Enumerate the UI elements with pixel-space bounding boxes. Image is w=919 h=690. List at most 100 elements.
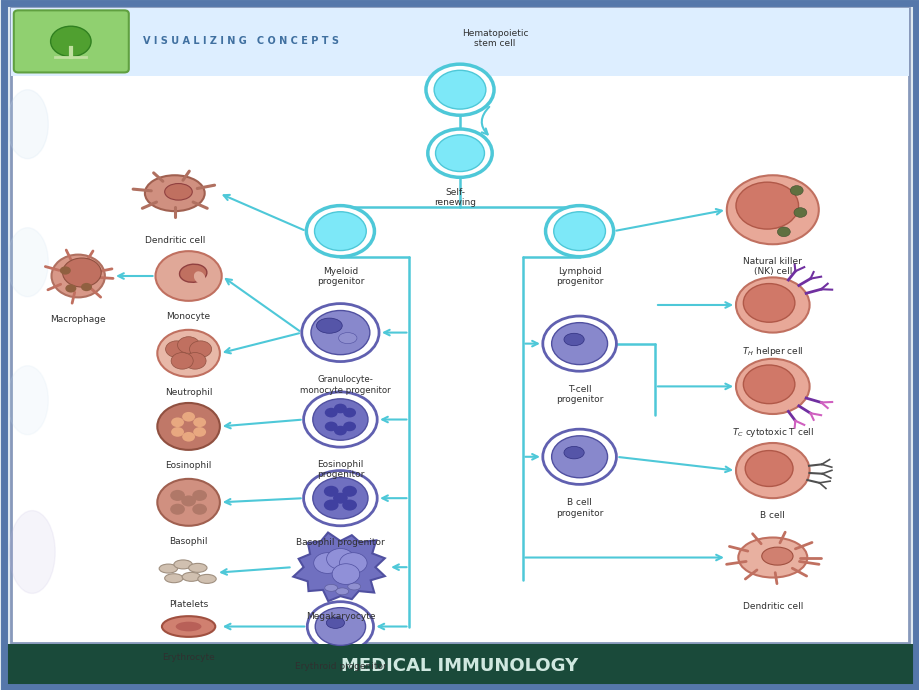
Text: Macrophage: Macrophage — [51, 315, 106, 324]
Circle shape — [81, 283, 92, 291]
Circle shape — [334, 404, 346, 413]
Circle shape — [193, 427, 206, 437]
Text: T-cell
progenitor: T-cell progenitor — [555, 385, 603, 404]
Circle shape — [743, 365, 794, 404]
Text: Natural killer
(NK) cell: Natural killer (NK) cell — [743, 257, 801, 276]
Circle shape — [326, 549, 354, 569]
Ellipse shape — [324, 584, 337, 591]
FancyBboxPatch shape — [14, 10, 129, 72]
Circle shape — [193, 417, 206, 427]
Circle shape — [542, 316, 616, 371]
Circle shape — [181, 495, 196, 506]
Ellipse shape — [563, 333, 584, 346]
Circle shape — [303, 471, 377, 526]
Text: B cell
progenitor: B cell progenitor — [555, 498, 603, 518]
Ellipse shape — [316, 318, 342, 333]
Circle shape — [189, 341, 211, 357]
Text: Granulocyte-
monocyte progenitor: Granulocyte- monocyte progenitor — [300, 375, 390, 395]
Circle shape — [157, 403, 220, 450]
Ellipse shape — [198, 574, 216, 584]
FancyBboxPatch shape — [11, 8, 908, 76]
Ellipse shape — [162, 616, 215, 637]
Ellipse shape — [7, 90, 48, 159]
Ellipse shape — [326, 618, 345, 629]
Text: Megakaryocyte: Megakaryocyte — [305, 612, 375, 621]
Text: Myeloid
progenitor: Myeloid progenitor — [316, 267, 364, 286]
Circle shape — [60, 266, 71, 275]
Circle shape — [177, 337, 199, 353]
Circle shape — [435, 135, 484, 172]
Circle shape — [332, 564, 359, 584]
Circle shape — [343, 408, 356, 417]
Circle shape — [314, 212, 366, 250]
Text: Hematopoietic
stem cell: Hematopoietic stem cell — [461, 29, 528, 48]
Circle shape — [777, 227, 789, 237]
Circle shape — [735, 443, 809, 498]
Circle shape — [323, 500, 338, 511]
Circle shape — [155, 251, 221, 301]
Ellipse shape — [737, 538, 807, 578]
Ellipse shape — [145, 175, 205, 211]
Ellipse shape — [7, 228, 48, 297]
Circle shape — [171, 427, 184, 437]
Circle shape — [157, 330, 220, 377]
Polygon shape — [293, 533, 384, 601]
Circle shape — [744, 451, 792, 486]
Circle shape — [789, 186, 802, 195]
Circle shape — [306, 206, 374, 257]
Circle shape — [324, 408, 337, 417]
Circle shape — [311, 310, 369, 355]
Text: Basophil progenitor: Basophil progenitor — [296, 538, 384, 547]
Circle shape — [303, 392, 377, 447]
Text: Erythrocyte: Erythrocyte — [162, 653, 215, 662]
Circle shape — [301, 304, 379, 362]
Circle shape — [312, 399, 368, 440]
Text: Eosinophil
progenitor: Eosinophil progenitor — [316, 460, 364, 479]
Circle shape — [553, 212, 605, 250]
Circle shape — [793, 208, 806, 217]
Ellipse shape — [347, 583, 360, 590]
Circle shape — [51, 26, 91, 57]
Text: V I S U A L I Z I N G   C O N C E P T S: V I S U A L I Z I N G C O N C E P T S — [142, 37, 338, 46]
Ellipse shape — [165, 574, 183, 582]
Circle shape — [551, 436, 607, 477]
Circle shape — [312, 477, 368, 519]
Circle shape — [313, 553, 341, 573]
Circle shape — [165, 341, 187, 357]
Text: Dendritic cell: Dendritic cell — [144, 236, 205, 245]
Text: Lymphoid
progenitor: Lymphoid progenitor — [555, 267, 603, 286]
Circle shape — [184, 353, 206, 369]
Text: B cell: B cell — [759, 511, 785, 520]
Ellipse shape — [9, 511, 55, 593]
Ellipse shape — [338, 333, 357, 344]
Circle shape — [735, 182, 798, 229]
Circle shape — [157, 479, 220, 526]
Ellipse shape — [165, 184, 192, 200]
Ellipse shape — [335, 588, 348, 595]
Circle shape — [324, 422, 337, 431]
Text: Basophil: Basophil — [169, 537, 208, 546]
Circle shape — [333, 493, 347, 504]
Text: $T_H$ helper cell: $T_H$ helper cell — [742, 345, 802, 358]
Ellipse shape — [194, 271, 205, 284]
FancyBboxPatch shape — [4, 644, 915, 687]
Ellipse shape — [176, 622, 201, 631]
Text: MEDICAL IMMUNOLOGY: MEDICAL IMMUNOLOGY — [341, 657, 578, 675]
Circle shape — [542, 429, 616, 484]
Circle shape — [334, 426, 346, 435]
Circle shape — [315, 608, 365, 645]
Circle shape — [434, 70, 485, 109]
Circle shape — [735, 277, 809, 333]
Text: Neutrophil: Neutrophil — [165, 388, 212, 397]
Circle shape — [192, 490, 207, 501]
Text: Dendritic cell: Dendritic cell — [742, 602, 802, 611]
Circle shape — [170, 504, 185, 515]
Ellipse shape — [174, 560, 192, 569]
Circle shape — [551, 323, 607, 364]
Circle shape — [65, 284, 76, 293]
Circle shape — [182, 432, 195, 442]
Text: Platelets: Platelets — [169, 600, 208, 609]
Circle shape — [427, 129, 492, 177]
Circle shape — [425, 64, 494, 115]
Circle shape — [343, 422, 356, 431]
